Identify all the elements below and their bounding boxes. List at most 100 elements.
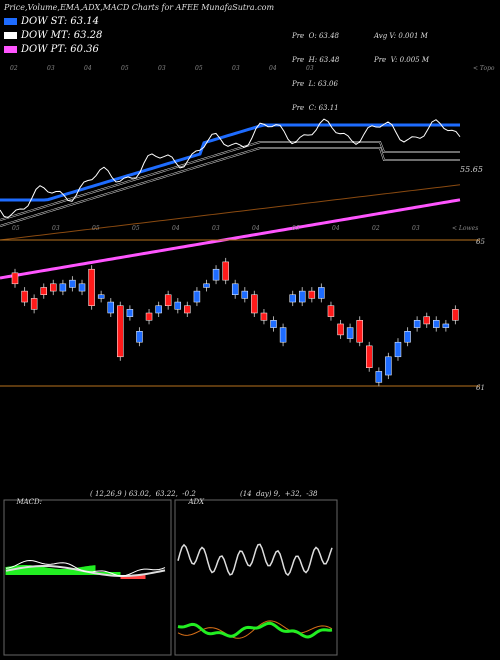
candle-body (145, 312, 153, 321)
ema-mt2-outer (0, 141, 460, 221)
adx-line (177, 543, 333, 577)
legend-label-pt: DOW PT: 60.36 (21, 44, 99, 55)
bottom-date-label: 04 (252, 225, 260, 232)
candle-body (88, 268, 95, 306)
candle-body (318, 287, 325, 299)
candle-body (193, 290, 201, 303)
candle-body (308, 290, 316, 299)
ema-mt2-inner (0, 141, 460, 221)
legend-dow-pt: DOW PT: 60.36 (4, 44, 99, 55)
candle-body (337, 323, 344, 336)
candle-body (203, 283, 210, 288)
macd-label: MACD: (16, 498, 43, 506)
info-close: Pre C: 63.11 (292, 104, 339, 112)
candle-body (11, 272, 19, 285)
candles (11, 257, 459, 387)
top-date-label: 03 (232, 65, 240, 72)
top-date-label: 03 (47, 65, 55, 72)
candle-body (69, 279, 76, 288)
bottom-date-label: 03 (212, 225, 220, 232)
candle-body (136, 331, 143, 343)
candle-body (155, 305, 162, 314)
legend-dow-st: DOW ST: 63.14 (4, 16, 99, 27)
candle-body (212, 268, 220, 281)
candle-body (279, 327, 287, 343)
candle-body (40, 287, 47, 296)
adx-panel (174, 499, 338, 656)
candle-body (442, 323, 450, 328)
candle-body (59, 283, 67, 292)
adx-frame (174, 499, 338, 656)
candle-body (433, 320, 440, 328)
info-prev-volume: Pre V: 0.005 M (374, 56, 430, 64)
price-label: 55.65 (460, 165, 483, 174)
candle-body (174, 301, 182, 310)
candle-body (126, 309, 134, 317)
price-levels: 65 61 (0, 238, 485, 392)
bottom-date-label: 05 (292, 225, 300, 232)
candle-body (356, 320, 363, 343)
legend-label-st: DOW ST: 63.14 (21, 16, 100, 27)
ema-long-line (0, 184, 461, 241)
candle-body (50, 283, 57, 292)
top-date-label: 03 (306, 65, 314, 72)
info-col2: Avg V: 0.001 M Pre V: 0.005 M (374, 16, 429, 72)
candle-body (346, 327, 354, 339)
candle-body (78, 283, 86, 292)
bottom-date-label: 04 (172, 225, 180, 232)
adx-title: ADX (184, 490, 204, 506)
candle-body (452, 309, 459, 321)
candle-body (298, 290, 306, 303)
candle-body (184, 305, 191, 314)
candle-body (366, 345, 373, 369)
level-label-61: 61 (476, 384, 485, 392)
legend-label-mt: DOW MT: 63.28 (21, 30, 103, 41)
macd-panel (3, 499, 172, 656)
candle-body (270, 320, 277, 328)
legend-dow-mt: DOW MT: 63.28 (4, 30, 102, 41)
candle-body (164, 294, 172, 306)
top-date-label: < Topo (473, 65, 495, 72)
info-col1: Pre O: 63.48 Pre H: 63.48 Pre L: 63.06 P… (292, 16, 339, 120)
adx-params: (14 day) 9, +32, -38 (240, 490, 318, 498)
info-high: Pre H: 63.48 (292, 56, 340, 64)
top-date-label: 05 (195, 65, 203, 72)
axis-labels: 55.65 02 03 04 05 03 05 03 04 03 < Topo 05 03 05 05 04 0… (10, 65, 495, 232)
candle-body (241, 290, 249, 299)
macd-line (5, 559, 166, 577)
bottom-date-label: 03 (412, 225, 420, 232)
macd-frame (3, 499, 172, 656)
candle-body (97, 294, 105, 299)
candle-body (404, 331, 411, 343)
info-avg-volume: Avg V: 0.001 M (374, 32, 428, 40)
candle-body (423, 316, 430, 325)
adx-plus-di-line (177, 621, 333, 639)
candle-body (30, 298, 38, 310)
bottom-date-label: 02 (372, 225, 380, 232)
candle-body (222, 261, 229, 281)
legend-swatch-st (4, 18, 17, 25)
legend-swatch-pt (4, 46, 17, 53)
ema-lines (0, 118, 461, 280)
chart-title: Price,Volume,EMA,ADX,MACD Charts for AFE… (4, 3, 275, 12)
ema-st-line (0, 123, 460, 202)
candle-body (413, 320, 421, 328)
candle-body (117, 305, 124, 358)
adx-label: ADX (188, 498, 205, 506)
bottom-date-label: < Lowes (452, 225, 478, 232)
level-label-65: 65 (476, 238, 485, 246)
ema-pt-line (0, 198, 461, 280)
candle-body (21, 290, 28, 303)
bottom-date-label: 05 (92, 225, 100, 232)
candle-body (385, 356, 392, 376)
candle-body (327, 305, 335, 317)
bottom-date-label: 05 (12, 225, 20, 232)
info-open: Pre O: 63.48 (292, 32, 340, 40)
info-low: Pre L: 63.06 (292, 80, 338, 88)
top-date-label: 03 (158, 65, 166, 72)
legend-swatch-mt (4, 32, 17, 39)
candle-body (260, 312, 268, 321)
bottom-date-label: 05 (132, 225, 140, 232)
candle-body (375, 371, 383, 383)
